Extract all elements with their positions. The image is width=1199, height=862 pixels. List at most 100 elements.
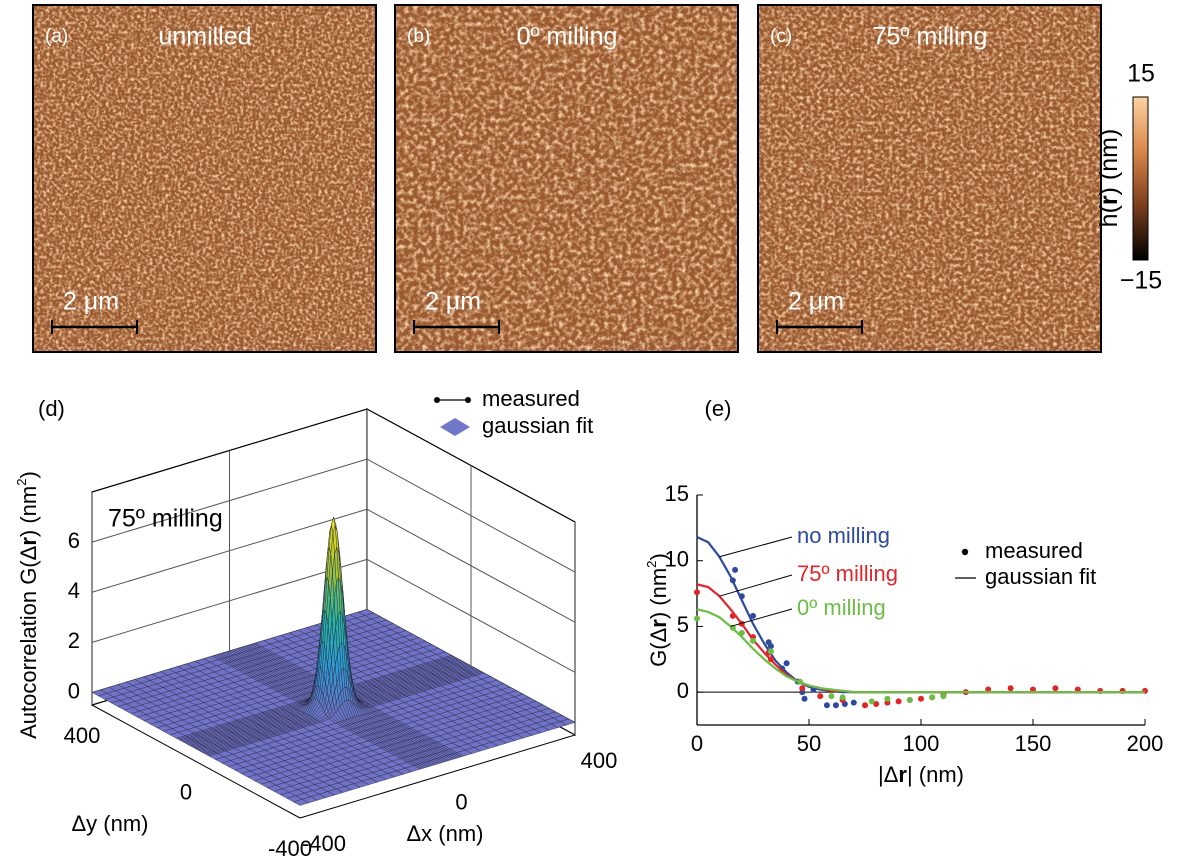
colorbar-tick-label: −15 <box>1120 267 1162 295</box>
z-tick-label: 4 <box>68 578 80 603</box>
x-tick-label: 150 <box>1015 731 1052 756</box>
data-point <box>767 656 774 663</box>
data-point <box>895 698 902 705</box>
leader-line <box>719 536 793 558</box>
data-point <box>884 695 891 702</box>
data-point <box>862 702 868 709</box>
surface <box>91 516 576 806</box>
z-tick-label: 0 <box>68 678 80 703</box>
axis-label: |Δr| (nm) <box>878 762 964 787</box>
y-tick-label: 10 <box>665 547 689 572</box>
image-title: 0º milling <box>517 23 618 51</box>
image-frame <box>394 4 739 353</box>
image-frame <box>32 4 377 353</box>
label-part: ) <box>646 553 671 560</box>
label-part: Autocorrelation G(Δ <box>16 545 41 739</box>
data-point <box>738 620 745 627</box>
data-point <box>732 566 739 573</box>
y-axis-label: Δy (nm) <box>71 811 148 836</box>
axis-label: G(Δr) (nm2) <box>644 553 671 667</box>
data-point <box>1074 686 1081 693</box>
z-tick-label: 6 <box>68 528 80 553</box>
x-tick-label: 200 <box>1127 731 1164 756</box>
series-label: 75º milling <box>797 561 898 586</box>
data-point <box>1007 685 1014 692</box>
label-part: | (nm) <box>907 762 964 787</box>
y-tick-label: 5 <box>677 612 689 637</box>
image-frame <box>757 4 1102 353</box>
x-tick-label: 50 <box>797 731 821 756</box>
data-point <box>850 699 857 706</box>
afm-texture <box>395 5 738 352</box>
label-part: ) <box>16 471 41 478</box>
data-point <box>1030 686 1036 693</box>
data-point <box>797 678 804 685</box>
legend-label: measured <box>985 538 1083 563</box>
label-part: |Δ <box>878 762 899 787</box>
data-point <box>940 693 947 700</box>
data-point <box>832 702 839 709</box>
x-tick-label: 0 <box>455 789 467 814</box>
label-part: h( <box>1095 204 1123 227</box>
legend-dot <box>465 397 471 403</box>
axis-label: Autocorrelation G(Δr) (nm2) <box>14 471 41 739</box>
label-part: ) (nm) <box>1095 129 1123 196</box>
data-point <box>985 686 992 693</box>
label-part: r <box>1095 195 1123 205</box>
image-title: unmilled <box>158 23 251 51</box>
leader-line <box>719 574 793 597</box>
image-title: 75º milling <box>873 23 988 51</box>
scale-bar-label: 2 μm <box>63 288 119 316</box>
legend-dot <box>434 397 440 403</box>
data-point <box>828 693 835 700</box>
panel-label: (b) <box>407 26 430 47</box>
colorbar <box>1132 96 1149 261</box>
y-tick-label: 15 <box>665 481 689 506</box>
data-point <box>868 698 875 705</box>
panel-label: (a) <box>45 26 68 47</box>
panel-label: (e) <box>705 396 732 421</box>
y-tick-label: 0 <box>677 678 689 703</box>
data-point <box>817 693 824 700</box>
afm-texture <box>758 5 1101 352</box>
label-part: G(Δ <box>646 627 671 666</box>
data-point <box>929 694 936 701</box>
data-point <box>799 685 806 692</box>
data-point <box>767 648 774 655</box>
data-point <box>767 643 774 650</box>
label-part: ) (nm <box>16 486 41 537</box>
data-point <box>918 695 924 702</box>
scale-bar-label: 2 μm <box>788 288 844 316</box>
data-point <box>750 612 756 619</box>
label-part: ) (nm <box>646 568 671 619</box>
x-tick-label: -400 <box>302 831 346 856</box>
scale-bar-label: 2 μm <box>425 288 481 316</box>
surface-cell <box>293 799 310 806</box>
axis-line <box>299 734 576 819</box>
x-tick-label: 400 <box>581 748 618 773</box>
legend-dot <box>961 548 969 556</box>
label-part: 2 <box>644 560 659 567</box>
colorbar-tick-label: 15 <box>1127 60 1155 88</box>
axis-line <box>91 704 301 819</box>
y-tick-label: -400 <box>268 836 312 861</box>
leader-line <box>730 608 793 627</box>
data-point <box>694 615 700 622</box>
y-tick-label: 0 <box>180 779 192 804</box>
label-part: 2 <box>14 478 29 485</box>
data-point <box>738 630 745 636</box>
fit-line <box>696 583 1145 694</box>
x-tick-label: 0 <box>691 731 703 756</box>
data-point <box>873 700 880 707</box>
label-part: r <box>646 619 671 628</box>
z-tick-label: 2 <box>68 628 80 653</box>
x-axis-label: Δx (nm) <box>406 821 483 846</box>
label-part: r <box>898 762 907 787</box>
legend-swatch <box>440 418 470 436</box>
annotation: 75º milling <box>108 505 223 533</box>
panel-label: (c) <box>770 26 792 47</box>
data-point <box>801 695 808 702</box>
data-point <box>783 660 790 667</box>
data-point <box>738 593 745 600</box>
